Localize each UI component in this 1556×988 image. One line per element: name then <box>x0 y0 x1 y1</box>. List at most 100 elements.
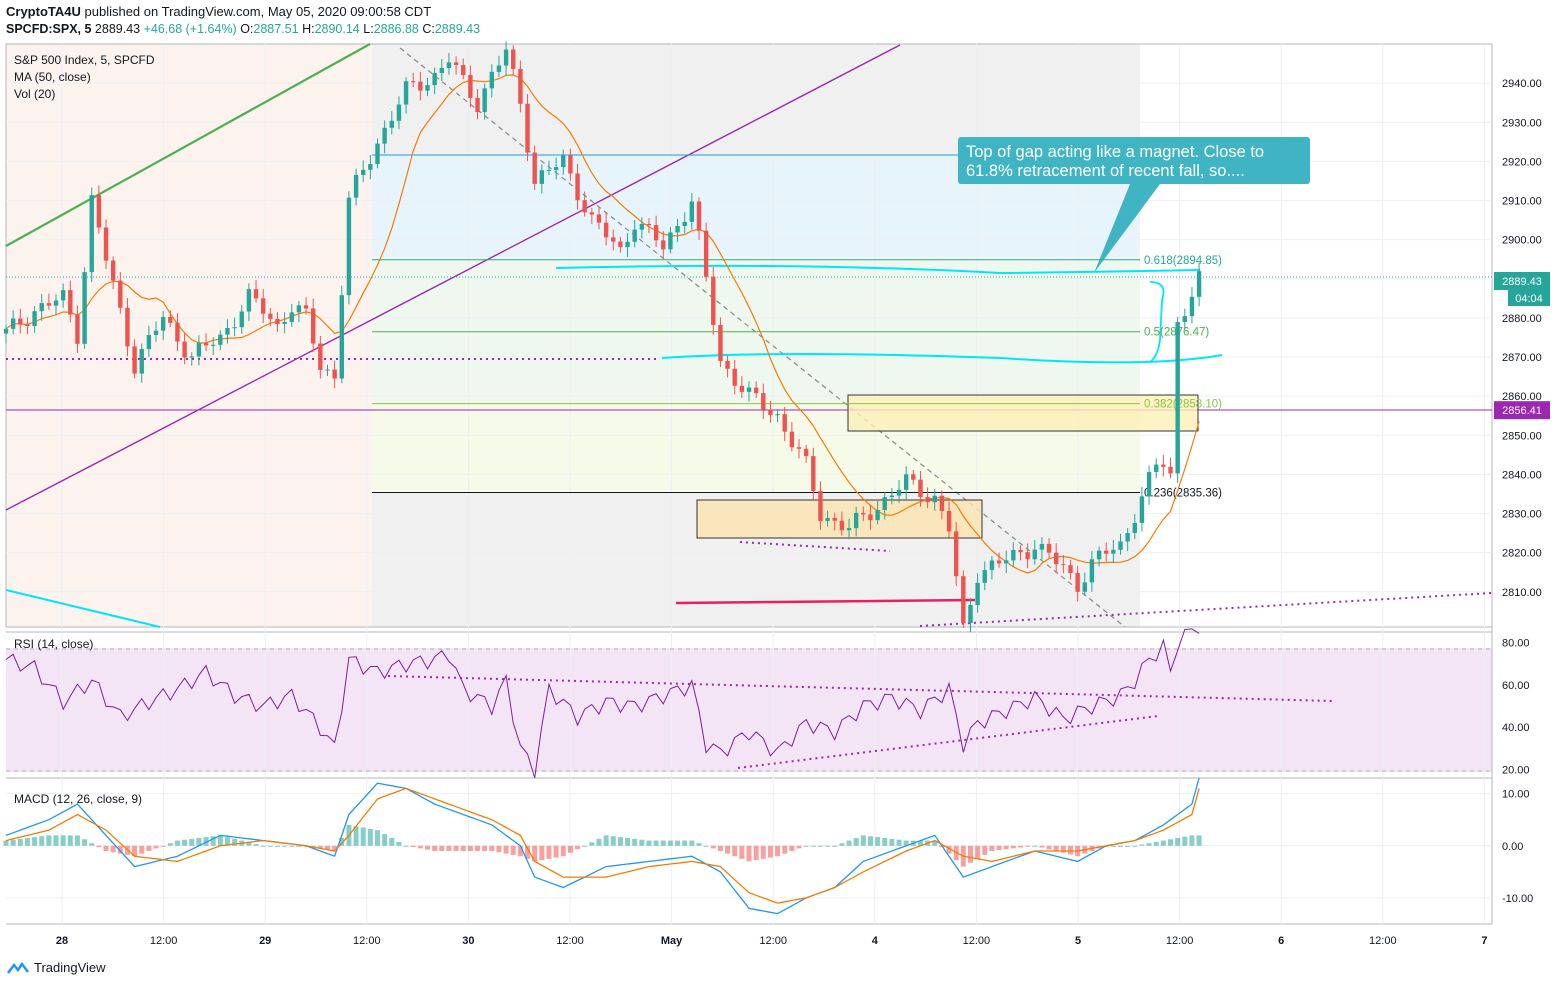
legend-macd[interactable]: MACD (12, 26, close, 9) <box>14 792 143 806</box>
candle-body <box>1011 549 1016 561</box>
footer-brand[interactable]: TradingView <box>6 960 106 975</box>
y-tick-label: 2830.00 <box>1502 509 1542 521</box>
candle-body <box>182 341 187 358</box>
candle-body <box>489 71 495 89</box>
candle-body <box>875 509 880 521</box>
magenta-support <box>675 598 976 605</box>
candle-body <box>918 479 923 498</box>
candle-body <box>1182 316 1187 322</box>
macd-histogram-bar <box>1025 845 1031 847</box>
macd-histogram-bar <box>796 845 802 849</box>
macd-histogram-bar <box>224 837 230 846</box>
macd-histogram-bar <box>1067 845 1073 855</box>
candle-body <box>846 528 852 531</box>
candle-body <box>461 64 466 76</box>
candle-body <box>618 241 623 248</box>
candle-body <box>1111 549 1116 554</box>
macd-histogram-bar <box>746 845 752 862</box>
candle-body <box>68 290 73 315</box>
candle-body <box>475 97 480 113</box>
legend-title[interactable]: S&P 500 Index, 5, SPCFD <box>14 53 155 67</box>
candle-body <box>1061 564 1066 566</box>
candle-body <box>961 576 966 624</box>
rsi-lower-dotted <box>737 715 1159 769</box>
candle-body <box>339 295 344 379</box>
legend-vol[interactable]: Vol (20) <box>14 87 56 101</box>
candle-body <box>175 322 180 342</box>
y-tick-label: 2900.00 <box>1502 235 1542 247</box>
candle-body <box>832 517 837 521</box>
purple-dotted-support <box>739 541 891 552</box>
candle-body <box>353 174 359 198</box>
signal-line <box>5 787 1200 904</box>
candle-body <box>968 605 973 624</box>
candle-body <box>861 512 866 515</box>
x-tick-label: 12:00 <box>556 935 584 947</box>
macd-histogram-bar <box>1010 845 1016 849</box>
candle-body <box>282 321 287 324</box>
candle-body <box>1003 560 1009 564</box>
last-price-badge <box>1494 271 1550 290</box>
candle-body <box>868 514 873 521</box>
y-tick-label: 2940.00 <box>1502 78 1542 90</box>
macd-histogram-bar <box>1182 836 1188 846</box>
price-change: +46.68 (+1.64%) <box>143 22 237 36</box>
candle-body <box>782 414 787 432</box>
publisher-name[interactable]: CryptoTA4U <box>6 4 81 19</box>
candle-body <box>1189 296 1195 317</box>
y-tick-label: 2860.00 <box>1502 391 1542 403</box>
candle-body <box>132 346 137 374</box>
x-tick-label: 6 <box>1278 935 1284 947</box>
fib-label: 0.236(2835.36) <box>1144 488 1222 500</box>
fib-label: 0.618(2894.85) <box>1144 255 1222 267</box>
macd-histogram-bar <box>1175 837 1181 846</box>
macd-histogram-bar <box>60 835 66 846</box>
macd-histogram-bar <box>89 843 95 846</box>
candle-body <box>432 72 437 86</box>
candle-body <box>1082 582 1087 592</box>
macd-histogram-bar <box>689 840 695 846</box>
candle-body <box>632 229 637 242</box>
y-tick-label: 2850.00 <box>1502 430 1542 442</box>
macd-histogram-bar <box>839 843 845 846</box>
y-tick-label: 2840.00 <box>1502 469 1542 481</box>
open-value: 2887.51 <box>253 22 299 36</box>
candle-body <box>1118 541 1123 550</box>
candle-body <box>1075 572 1080 592</box>
macd-histogram-bar <box>117 845 123 854</box>
candle-body <box>311 308 316 344</box>
candle-body <box>60 290 66 301</box>
macd-histogram-bar <box>160 845 166 847</box>
candle-body <box>1196 271 1202 297</box>
candle-body <box>511 49 516 69</box>
macd-histogram-bar <box>67 835 73 846</box>
macd-histogram-bar <box>546 845 552 859</box>
macd-histogram-bar <box>274 845 280 847</box>
candle-body <box>425 85 430 91</box>
candle-body <box>375 143 380 165</box>
candle-body <box>396 104 402 121</box>
x-tick-label: 12:00 <box>1369 935 1397 947</box>
candle-body <box>1139 496 1145 523</box>
legend-rsi[interactable]: RSI (14, close) <box>14 637 94 651</box>
macd-histogram-bar <box>803 845 809 847</box>
macd-histogram-bar <box>903 840 909 846</box>
legend-ma[interactable]: MA (50, close) <box>14 70 91 84</box>
x-tick-label: 12:00 <box>759 935 787 947</box>
x-tick-label: May <box>661 935 683 947</box>
macd-histogram-bar <box>853 837 859 846</box>
candle-body <box>953 531 959 577</box>
macd-histogram-bar <box>317 845 323 849</box>
ohlc-line: SPCFD:SPX, 5 2889.43 +46.68 (+1.64%) O:2… <box>6 22 480 36</box>
y-tick-label: 2820.00 <box>1502 548 1542 560</box>
candle-body <box>268 313 273 319</box>
candle-body <box>1125 533 1130 542</box>
candle-body <box>53 300 59 306</box>
low-label: L: <box>363 22 374 36</box>
candle-body <box>625 241 630 248</box>
x-tick-label: 12:00 <box>353 935 381 947</box>
candle-body <box>825 517 830 521</box>
macd-histogram-bar <box>403 845 409 847</box>
green-trendline <box>5 43 371 247</box>
macd-histogram-bar <box>217 835 223 846</box>
